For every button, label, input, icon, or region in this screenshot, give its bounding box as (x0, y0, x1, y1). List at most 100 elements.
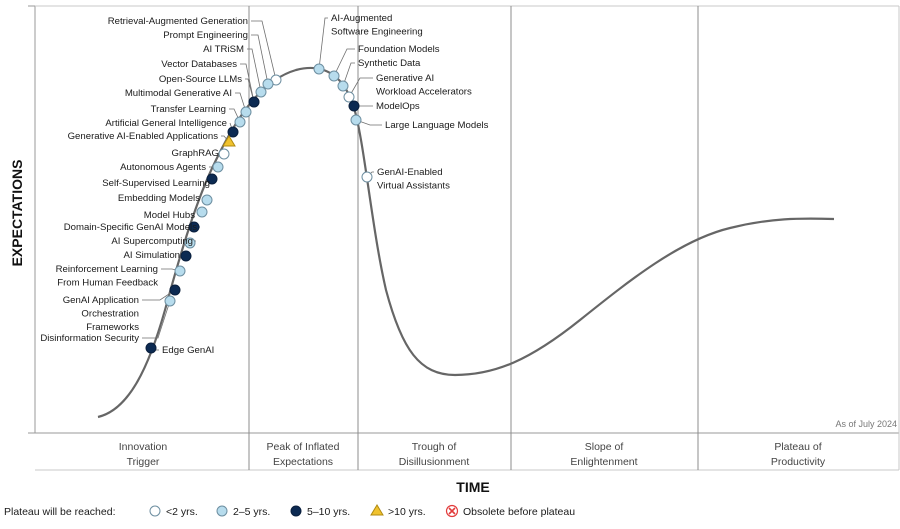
marker-large-language-models (350, 114, 362, 126)
marker-synthetic-data (337, 80, 349, 92)
label-model-hubs: Model Hubs (144, 210, 195, 221)
legend-item-y2to5-swatch (216, 505, 228, 517)
marker-model-hubs (196, 206, 208, 218)
marker-transfer-learning (234, 116, 246, 128)
label-transfer-learning: Transfer Learning (151, 104, 226, 115)
label-genai-application-orchestration-frameworks: Frameworks (86, 322, 139, 333)
phase-dividers (248, 6, 699, 470)
marker-ai-augmented-software-engineering (313, 63, 325, 75)
marker-self-supervised-learning (206, 173, 218, 185)
hype-curve (97, 66, 835, 419)
label-generative-ai-workload-accelerators: Generative AI (376, 73, 434, 84)
legend-item-y5to10-swatch (290, 505, 302, 517)
marker-modelops (348, 100, 360, 112)
phase-label-line2: Disillusionment (399, 456, 470, 468)
leader-prompt-engineering (251, 34, 269, 85)
label-modelops: ModelOps (376, 101, 420, 112)
leader-foundation-models (333, 48, 355, 77)
x-axis-title: TIME (456, 479, 489, 495)
label-multimodal-generative-ai: Multimodal Generative AI (125, 88, 232, 99)
marker-foundation-models (328, 70, 340, 82)
x-icon (448, 507, 456, 515)
marker-prompt-engineering (262, 78, 274, 90)
leader-synthetic-data (342, 62, 355, 87)
marker-autonomous-agents (212, 161, 224, 173)
label-ai-trism: AI TRiSM (203, 44, 244, 55)
label-vector-databases: Vector Databases (161, 59, 237, 70)
legend-title: Plateau will be reached: (4, 506, 116, 518)
label-genai-application-orchestration-frameworks: GenAI Application (63, 295, 139, 306)
label-prompt-engineering: Prompt Engineering (163, 30, 248, 41)
marker-disinformation-security (164, 295, 176, 307)
label-genai-enabled-virtual-assistants: GenAI-Enabled (377, 167, 443, 178)
marker-ai-supercomputing (184, 237, 196, 249)
label-autonomous-agents: Autonomous Agents (120, 162, 206, 173)
label-reinforcement-learning-from-human-feedback: From Human Feedback (57, 278, 158, 289)
label-ai-augmented-software-engineering: Software Engineering (331, 27, 423, 38)
legend-item-y2to5-label: 2–5 yrs. (233, 506, 270, 518)
marker-artificial-general-intelligence (227, 126, 239, 138)
label-artificial-general-intelligence: Artificial General Intelligence (105, 118, 227, 129)
technology-labels: Retrieval-Augmented Generation Prompt Eng… (40, 13, 488, 356)
label-self-supervised-learning: Self-Supervised Learning (102, 178, 210, 189)
marker-edge-genai (145, 342, 157, 354)
label-reinforcement-learning-from-human-feedback: Reinforcement Learning (56, 264, 158, 275)
label-genai-application-orchestration-frameworks: Orchestration (81, 309, 139, 320)
phase-label-peak-of-inflated-expectations: Peak of Inflated (267, 441, 340, 453)
label-large-language-models: Large Language Models (385, 120, 489, 131)
phase-label-line2: Enlightenment (570, 456, 637, 468)
leader-vector-databases (240, 63, 255, 103)
legend-item-obsolete-label: Obsolete before plateau (463, 506, 575, 518)
marker-domain-specific-genai-models (188, 221, 200, 233)
leader-genai-application-orchestration-frameworks (142, 289, 176, 301)
plot-frame (28, 5, 900, 471)
label-foundation-models: Foundation Models (358, 44, 440, 55)
marker-generative-ai-enabled-applications (222, 135, 236, 147)
legend-item-y5to10-label: 5–10 yrs. (307, 506, 350, 518)
marker-generative-ai-workload-accelerators (343, 91, 355, 103)
leader-multimodal-generative-ai (235, 92, 247, 113)
legend: Plateau will be reached: <2 yrs. 2–5 yrs.… (4, 504, 575, 518)
phase-label-line2: Trigger (127, 456, 160, 468)
marker-embedding-models (201, 194, 213, 206)
label-genai-enabled-virtual-assistants: Virtual Assistants (377, 181, 450, 192)
marker-genai-application-orchestration-frameworks (169, 284, 181, 296)
legend-item-gt10-swatch (370, 504, 384, 516)
label-generative-ai-enabled-applications: Generative AI-Enabled Applications (68, 131, 219, 142)
phase-label-slope-of-enlightenment: Slope of (585, 441, 624, 453)
label-ai-augmented-software-engineering: AI-Augmented (331, 13, 392, 24)
marker-multimodal-generative-ai (240, 106, 252, 118)
marker-genai-enabled-virtual-assistants (361, 171, 373, 183)
label-open-source-llms: Open-Source LLMs (159, 74, 242, 85)
y-axis-title: EXPECTATIONS (9, 160, 25, 267)
label-ai-supercomputing: AI Supercomputing (111, 236, 193, 247)
hype-curve-path (97, 66, 835, 419)
label-graphrag: GraphRAG (172, 148, 219, 159)
as-of-note: As of July 2024 (835, 419, 897, 429)
phase-labels: Innovation Trigger Peak of Inflated Expecta… (119, 441, 826, 468)
label-disinformation-security: Disinformation Security (40, 333, 139, 344)
label-edge-genai: Edge GenAI (162, 345, 214, 356)
label-generative-ai-workload-accelerators: Workload Accelerators (376, 87, 472, 98)
label-embedding-models: Embedding Models (118, 193, 200, 204)
marker-open-source-llms (248, 96, 260, 108)
phase-label-line2: Productivity (771, 456, 826, 468)
marker-ai-simulation (180, 250, 192, 262)
leader-ai-trism (247, 48, 262, 93)
legend-item-lt2-swatch (149, 505, 161, 517)
leader-generative-ai-workload-accelerators (348, 77, 373, 98)
legend-item-gt10-label: >10 yrs. (388, 506, 426, 518)
leader-open-source-llms (245, 78, 255, 103)
phase-label-plateau-of-productivity: Plateau of (774, 441, 821, 453)
marker-graphrag (218, 148, 230, 160)
leader-disinformation-security (142, 300, 171, 339)
marker-ai-trism (255, 86, 267, 98)
label-synthetic-data: Synthetic Data (358, 58, 421, 69)
phase-label-innovation-trigger: Innovation (119, 441, 168, 453)
phase-label-line2: Expectations (273, 456, 333, 468)
leader-ai-augmented-software-engineering (318, 17, 328, 70)
label-ai-simulation: AI Simulation (123, 250, 180, 261)
technology-markers (145, 63, 373, 354)
